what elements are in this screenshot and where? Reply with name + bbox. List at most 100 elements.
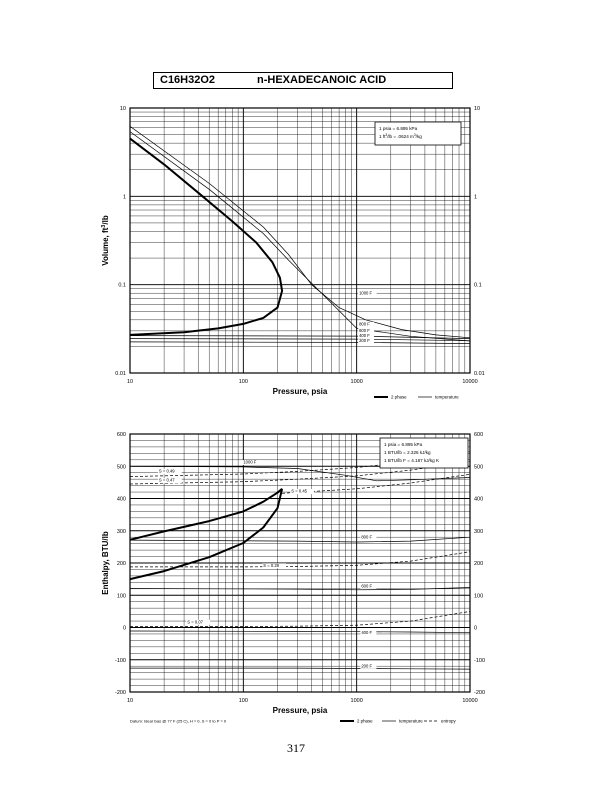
curve-label-bg <box>360 534 377 540</box>
y-tick-label: 0.01 <box>115 371 126 377</box>
compound-name: n-HEXADECANOIC ACID <box>257 74 387 86</box>
conversion-note: 1 psia = 6.895 kPa <box>379 126 418 131</box>
isotherm-line <box>129 465 471 482</box>
entropy-line <box>130 611 471 627</box>
curve-label-bg <box>262 563 287 569</box>
two-phase-curve <box>129 488 283 541</box>
isotherm-line <box>129 536 471 543</box>
isotherm-line <box>129 630 471 634</box>
isotherm-line <box>129 341 471 344</box>
x-tick-label: 1000 <box>351 698 363 704</box>
plot-frame <box>129 107 471 374</box>
isotherm-line <box>129 587 471 591</box>
isotherm-line <box>130 667 471 670</box>
curve-label: S = 0.47 <box>159 478 175 483</box>
curve-label-bg <box>290 489 315 495</box>
y-tick-label-right: 600 <box>474 432 483 438</box>
compound-title-box: C16H32O2 n-HEXADECANOIC ACID <box>153 72 453 89</box>
compound-formula: C16H32O2 <box>160 74 216 86</box>
curve-label-bg <box>360 583 377 589</box>
y-axis-title: Volume, ft3/lb <box>101 215 110 266</box>
curve-label: 200 F <box>361 663 372 668</box>
x-axis-title: Pressure, psia <box>273 387 328 396</box>
y-tick-label-right: -100 <box>474 658 485 664</box>
y-tick-label-right: 0.1 <box>474 283 482 289</box>
curve-label: S = 0.49 <box>159 469 175 474</box>
curve-label: 800 F <box>361 534 372 539</box>
y-tick-label: 100 <box>117 593 126 599</box>
y-tick-label: 10 <box>120 106 126 112</box>
curve-label-bg <box>186 619 211 625</box>
conversion-note-box <box>374 121 462 146</box>
x-axis-title: Pressure, psia <box>273 706 328 715</box>
y-tick-label-right: 500 <box>474 464 483 470</box>
curve-label-bg <box>358 333 375 339</box>
entropy-line <box>282 473 471 494</box>
isotherm-line <box>129 131 471 342</box>
y-tick-label: -200 <box>115 690 126 696</box>
y-tick-label-right: 0 <box>474 626 477 632</box>
enthalpy-vs-pressure-chart: 10 100 1000 10000-200-100010020030040050060… <box>101 432 485 724</box>
entropy-line <box>130 551 471 568</box>
x-tick-label: 100 <box>239 379 248 385</box>
curve-label-bg <box>157 469 182 475</box>
curve-label: S = 0.28 <box>263 563 279 568</box>
curve-label: 600 F <box>359 328 370 333</box>
y-tick-label: 600 <box>117 432 126 438</box>
curve-label-bg <box>360 663 377 669</box>
y-tick-label: 500 <box>117 464 126 470</box>
legend-label: 2 phase <box>391 395 407 400</box>
y-tick-label: 0.1 <box>118 283 126 289</box>
y-tick-label: 1 <box>123 194 126 200</box>
entropy-line <box>129 461 471 485</box>
y-tick-label: -100 <box>115 658 126 664</box>
legend-label: temperature <box>435 395 459 400</box>
y-tick-label: 400 <box>117 497 126 503</box>
curve-label-bg <box>358 321 375 327</box>
curve-label: S = 0.45 <box>291 489 307 494</box>
volume-vs-pressure-chart: 10 100 1000 100000.010.11100.010.1110Pressu… <box>101 106 485 400</box>
legend-label: temperature <box>399 719 423 724</box>
y-tick-label: 300 <box>117 529 126 535</box>
y-tick-label-right: -200 <box>474 690 485 696</box>
y-tick-label-right: 300 <box>474 529 483 535</box>
x-tick-label: 10000 <box>462 379 477 385</box>
two-phase-curve <box>129 488 284 581</box>
curve-label-bg <box>358 338 375 344</box>
y-tick-label-right: 100 <box>474 593 483 599</box>
x-tick-label: 1000 <box>351 379 363 385</box>
y-tick-label-right: 400 <box>474 497 483 503</box>
isotherm-line <box>129 338 471 342</box>
curve-label-bg <box>242 460 261 466</box>
x-tick-label: 10 <box>127 379 133 385</box>
curve-label-bg <box>157 478 182 484</box>
curve-label: 800 F <box>359 321 370 326</box>
conversion-note-box <box>379 437 469 469</box>
datum-footnote: Datum: Ideal Gas @ 77 F (25 C), H = 0, S… <box>130 719 227 724</box>
curve-label: 400 F <box>359 333 370 338</box>
conversion-note: 1 BTU/lb F = 4.187 kJ/kg K <box>384 458 440 463</box>
conversion-note: 1 psia = 6.895 kPa <box>384 442 423 447</box>
curve-label: 200 F <box>359 338 370 343</box>
curve-label: 1000 F <box>359 291 372 296</box>
conversion-note: 1 ft3/lb = .0624 m3/kg <box>379 133 422 139</box>
y-tick-label-right: 0.01 <box>474 371 485 377</box>
y-tick-label-right: 200 <box>474 561 483 567</box>
isotherm-line <box>129 335 471 339</box>
conversion-note: 1 BTU/lb = 2.326 kJ/kg <box>384 450 431 455</box>
curve-label: 600 F <box>361 584 372 589</box>
isotherm-line <box>129 126 471 339</box>
y-tick-label: 200 <box>117 561 126 567</box>
y-axis-title: Enthalpy, BTU/lb <box>101 531 110 595</box>
legend-label: entropy <box>441 719 456 724</box>
legend-label: 2 phase <box>357 719 373 724</box>
two-phase-curve <box>129 137 284 336</box>
curve-label-bg <box>358 328 375 334</box>
x-tick-label: 100 <box>239 698 248 704</box>
curve-label-bg <box>358 291 377 297</box>
curve-label: 400 F <box>361 630 372 635</box>
y-tick-label-right: 10 <box>474 106 480 112</box>
y-tick-label-right: 1 <box>474 194 477 200</box>
x-tick-label: 10 <box>127 698 133 704</box>
curve-label: 1000 F <box>243 460 256 465</box>
